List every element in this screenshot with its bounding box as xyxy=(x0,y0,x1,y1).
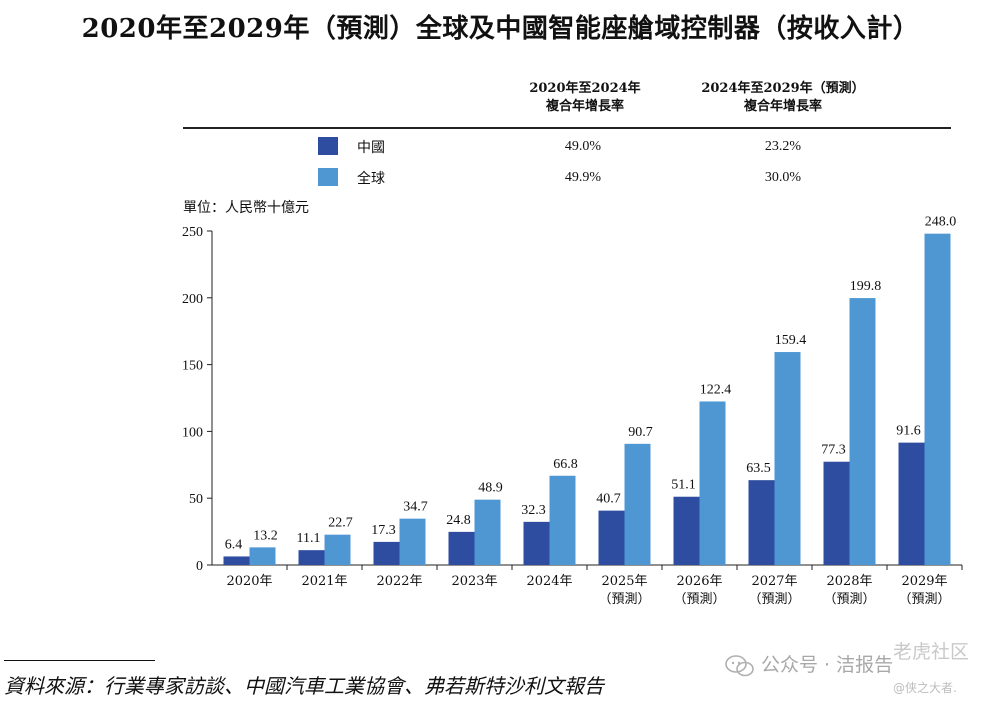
y-tick-label: 200 xyxy=(182,292,203,307)
value-label-global: 66.8 xyxy=(553,457,578,472)
y-tick-label: 150 xyxy=(182,359,203,374)
cagr-header-line1: 2020年至2024年 xyxy=(529,81,641,96)
y-tick-label: 50 xyxy=(189,492,203,507)
legend-label-global: 全球 xyxy=(357,171,385,187)
bar-global xyxy=(624,443,651,565)
bar-global xyxy=(399,518,426,565)
value-label-global: 199.8 xyxy=(850,279,882,294)
cagr-header-2024-2029: 2024年至2029年（預測） 複合年增長率 xyxy=(673,80,893,116)
x-tick-label: （預測） xyxy=(748,592,800,607)
cagr-header-line1: 2024年至2029年（預測） xyxy=(701,81,865,96)
value-label-global: 248.0 xyxy=(925,215,957,230)
y-tick-label: 0 xyxy=(196,559,203,574)
bar-china xyxy=(898,442,925,565)
legend-label-china: 中國 xyxy=(357,140,385,156)
legend-swatch-global xyxy=(318,168,338,186)
x-tick-label: （預測） xyxy=(673,592,725,607)
value-label-china: 24.8 xyxy=(446,513,471,528)
x-tick-label: （預測） xyxy=(898,592,950,607)
x-tick-label: 2029年 xyxy=(901,574,947,589)
table-rule xyxy=(183,127,951,129)
x-tick-label: 2025年 xyxy=(601,574,647,589)
bar-global xyxy=(249,547,276,565)
value-label-china: 51.1 xyxy=(671,478,696,493)
x-tick-label: 2028年 xyxy=(826,574,872,589)
cagr-header-line2: 複合年增長率 xyxy=(545,99,624,114)
x-tick-label: 2023年 xyxy=(451,574,497,589)
bar-chart: 0 50 100 150 200 250 6.4 13.2 2020年 11.1 22.7 2021年… xyxy=(182,215,963,607)
x-tick-label: （預測） xyxy=(823,592,875,607)
cagr-header-line2: 複合年增長率 xyxy=(743,99,822,114)
bar-global xyxy=(324,534,351,565)
value-label-china: 6.4 xyxy=(225,537,243,552)
cagr-china-2020-2024: 49.0% xyxy=(564,139,602,154)
watermark-account-text: 公众号 · 洁报告 xyxy=(761,654,894,676)
bar-china xyxy=(223,556,250,565)
bar-global xyxy=(849,298,876,565)
value-label-global: 22.7 xyxy=(328,516,353,531)
source-note: 資料來源：行業專家訪談、中國汽車工業協會、弗若斯特沙利文報告 xyxy=(4,674,604,698)
bar-china xyxy=(748,480,775,565)
value-label-global: 34.7 xyxy=(403,500,428,515)
unit-label: 單位：人民幣十億元 xyxy=(183,200,309,216)
cagr-china-2024-2029: 23.2% xyxy=(764,139,802,154)
source-rule xyxy=(4,660,155,661)
x-tick-label: 2026年 xyxy=(676,574,722,589)
bar-global xyxy=(774,352,801,565)
x-tick-label: 2027年 xyxy=(751,574,797,589)
value-label-china: 32.3 xyxy=(521,503,546,518)
value-label-global: 122.4 xyxy=(700,382,732,397)
bar-global xyxy=(924,233,951,565)
x-tick-label: 2020年 xyxy=(226,574,272,589)
bar-china xyxy=(448,531,475,565)
x-tick-label: （預測） xyxy=(598,592,650,607)
value-label-global: 13.2 xyxy=(253,528,278,543)
value-label-china: 91.6 xyxy=(896,424,921,439)
cagr-global-2020-2024: 49.9% xyxy=(564,170,602,185)
value-label-china: 77.3 xyxy=(821,443,846,458)
y-tick-label: 250 xyxy=(182,225,203,240)
value-label-china: 17.3 xyxy=(371,523,396,538)
cagr-header-2020-2024: 2020年至2024年 複合年增長率 xyxy=(475,80,695,116)
x-tick-label: 2024年 xyxy=(526,574,572,589)
y-tick-label: 100 xyxy=(182,425,203,440)
watermark-account: 公众号 · 洁报告 xyxy=(725,650,893,677)
bar-china xyxy=(673,496,700,565)
watermark-brand: 老虎社区 xyxy=(893,641,970,663)
bar-china xyxy=(373,541,400,565)
bar-china xyxy=(523,521,550,565)
wechat-icon xyxy=(725,654,754,676)
bar-global xyxy=(699,401,726,565)
x-tick-label: 2022年 xyxy=(376,574,422,589)
legend-swatch-china xyxy=(318,137,338,155)
chart-title: 2020年至2029年（預測）全球及中國智能座艙域控制器（按收入計） xyxy=(81,14,920,44)
watermark-handle: @侠之大者. xyxy=(893,681,957,695)
bar-china xyxy=(823,461,850,565)
x-tick-label: 2021年 xyxy=(301,574,347,589)
bar-china xyxy=(298,550,325,565)
value-label-global: 48.9 xyxy=(478,481,503,496)
value-label-global: 90.7 xyxy=(628,425,653,440)
bar-global xyxy=(474,499,501,565)
bar-global xyxy=(549,475,576,565)
value-label-global: 159.4 xyxy=(775,333,807,348)
value-label-china: 40.7 xyxy=(596,492,621,507)
bar-china xyxy=(598,510,625,565)
value-label-china: 11.1 xyxy=(297,531,321,546)
cagr-global-2024-2029: 30.0% xyxy=(764,170,802,185)
value-label-china: 63.5 xyxy=(746,461,771,476)
